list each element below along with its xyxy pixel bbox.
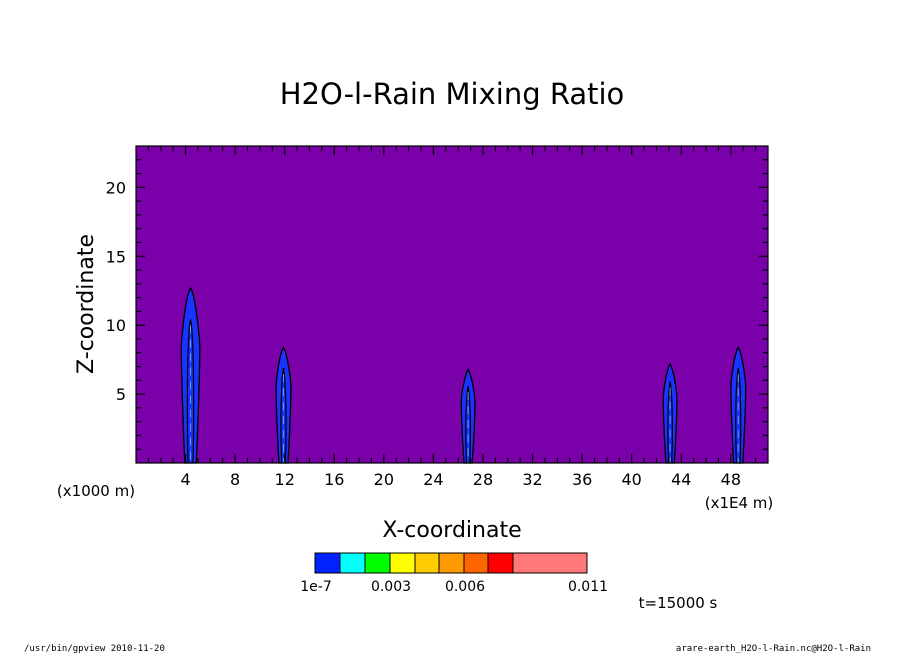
y-tick-label: 15 <box>106 247 126 266</box>
rain-cell-contour <box>465 386 469 464</box>
rain-cell-contour <box>189 319 195 464</box>
rain-cell-contour <box>735 367 739 464</box>
rain-cell-contour <box>467 386 471 464</box>
y-axis-label: Z-coordinate <box>74 234 99 374</box>
rain-cell <box>180 286 201 464</box>
colorbar-label: 1e-7 <box>300 579 331 595</box>
rain-cell-contour <box>186 319 192 464</box>
colorbar-swatch <box>364 552 391 574</box>
plot-area <box>136 146 768 463</box>
colorbar-swatch <box>487 552 514 574</box>
footer-right: arare-earth_H2O-l-Rain.nc@H2O-l-Rain <box>676 644 871 654</box>
colorbar <box>314 552 588 574</box>
plot-frame <box>135 145 769 464</box>
colorbar-swatch <box>389 552 416 574</box>
x-tick-label: 8 <box>230 470 240 489</box>
y-tick-label: 20 <box>106 178 126 197</box>
rain-cell-contour <box>280 367 285 464</box>
axis-ticks <box>136 146 768 463</box>
rain-cell-contour <box>667 381 671 464</box>
y-tick-label: 10 <box>106 316 126 335</box>
colorbar-swatch <box>314 552 341 574</box>
y-unit-label: (x1000 m) <box>57 482 135 500</box>
x-axis-label: X-coordinate <box>382 518 521 543</box>
colorbar-swatch <box>463 552 489 574</box>
y-tick-labels: 5 10 15 20 <box>106 178 126 404</box>
x-tick-label: 4 <box>180 470 190 489</box>
x-tick-label: 44 <box>671 470 691 489</box>
colorbar-swatch <box>438 552 465 574</box>
colorbar-labels: 1e-7 0.003 0.006 0.011 <box>300 579 608 595</box>
y-tick-label: 5 <box>116 385 126 404</box>
time-annotation: t=15000 s <box>639 594 718 612</box>
x-tick-labels: 4 8 12 16 20 24 28 32 36 40 44 48 <box>180 470 741 489</box>
x-unit-label: (x1E4 m) <box>705 494 774 512</box>
x-tick-label: 40 <box>622 470 642 489</box>
rain-cell-contour <box>282 367 287 464</box>
colorbar-swatch <box>339 552 366 574</box>
rain-cell-contour <box>737 367 742 464</box>
x-tick-label: 20 <box>374 470 394 489</box>
colorbar-label: 0.003 <box>371 579 411 595</box>
x-tick-label: 48 <box>721 470 741 489</box>
x-tick-label: 36 <box>572 470 592 489</box>
chart-title: H2O-l-Rain Mixing Ratio <box>280 77 625 111</box>
x-tick-label: 16 <box>324 470 344 489</box>
x-tick-label: 24 <box>423 470 443 489</box>
colorbar-swatch <box>512 552 588 574</box>
x-tick-label: 32 <box>522 470 542 489</box>
colorbar-swatch <box>414 552 440 574</box>
colorbar-label: 0.011 <box>568 579 608 595</box>
rain-cell-contour <box>669 381 673 464</box>
x-tick-label: 28 <box>473 470 493 489</box>
footer-left: /usr/bin/gpview 2010-11-20 <box>24 644 165 654</box>
colorbar-label: 0.006 <box>445 579 485 595</box>
x-tick-label: 12 <box>275 470 295 489</box>
